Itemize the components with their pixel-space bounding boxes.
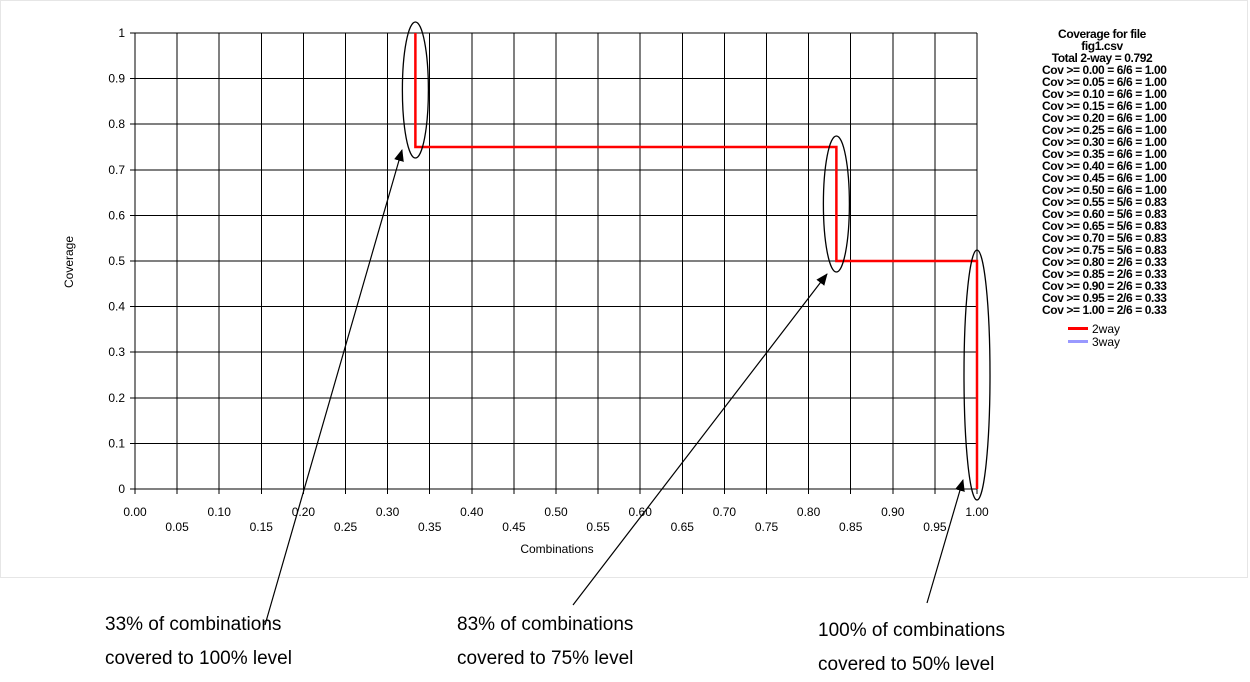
x-tick-label: 0.75 — [755, 520, 779, 534]
legend-line: Cov >= 0.85 = 2/6 = 0.33 — [1042, 267, 1167, 281]
legend-series: 2way 3way — [1042, 322, 1162, 348]
x-tick-label: 0.85 — [839, 520, 863, 534]
legend-line: Cov >= 0.45 = 6/6 = 1.00 — [1042, 171, 1167, 185]
x-tick-label: 0.35 — [418, 520, 442, 534]
legend-line: Cov >= 0.10 = 6/6 = 1.00 — [1042, 87, 1167, 101]
x-tick-label: 0.70 — [713, 505, 737, 519]
legend-item-3way: 3way — [1068, 335, 1162, 348]
highlight-ellipse — [963, 249, 991, 501]
chart-panel — [0, 0, 1248, 578]
y-tick-label: 0.9 — [108, 72, 125, 86]
legend-line: Cov >= 0.15 = 6/6 = 1.00 — [1042, 99, 1167, 113]
x-tick-label: 0.65 — [671, 520, 695, 534]
y-tick-label: 0.6 — [108, 208, 125, 222]
legend-line: Cov >= 0.35 = 6/6 = 1.00 — [1042, 147, 1167, 161]
x-tick-label: 0.55 — [586, 520, 610, 534]
x-tick-label: 0.20 — [292, 505, 316, 519]
legend-line: Cov >= 0.40 = 6/6 = 1.00 — [1042, 159, 1167, 173]
legend-line: Cov >= 0.20 = 6/6 = 1.00 — [1042, 111, 1167, 125]
x-axis-label: Combinations — [520, 542, 593, 556]
legend-line: Cov >= 0.25 = 6/6 = 1.00 — [1042, 123, 1167, 137]
legend-line: Cov >= 0.65 = 5/6 = 0.83 — [1042, 219, 1167, 233]
x-tick-label: 0.45 — [502, 520, 526, 534]
legend-line: Cov >= 0.55 = 5/6 = 0.83 — [1042, 195, 1167, 209]
callout-line: 33% of combinations — [105, 614, 282, 635]
x-tick-label: 0.60 — [629, 505, 653, 519]
x-tick-label: 0.40 — [460, 505, 484, 519]
callout-text: 100% of combinations covered to 50% level — [818, 614, 1005, 682]
y-tick-label: 0.3 — [108, 345, 125, 359]
x-tick-label: 1.00 — [965, 505, 989, 519]
legend-stats: Coverage for file fig1.csv Total 2-way = 0… — [1042, 27, 1167, 317]
legend-swatch — [1068, 340, 1088, 343]
callout-arrow — [264, 149, 404, 626]
y-tick-label: 0 — [118, 482, 125, 496]
legend-line: Cov >= 0.90 = 2/6 = 0.33 — [1042, 279, 1167, 293]
chart-legend: Coverage for file fig1.csv Total 2-way = 0… — [1042, 27, 1167, 348]
legend-line: Cov >= 0.75 = 5/6 = 0.83 — [1042, 243, 1167, 257]
legend-line: Cov >= 0.30 = 6/6 = 1.00 — [1042, 135, 1167, 149]
series-line-2way — [414, 33, 979, 489]
x-tick-label: 0.90 — [881, 505, 905, 519]
legend-label: 3way — [1092, 334, 1121, 349]
legend-swatch — [1068, 327, 1088, 330]
callout-text: 83% of combinations covered to 75% level — [457, 608, 633, 676]
x-tick-label: 0.00 — [123, 505, 147, 519]
x-tick-label: 0.10 — [208, 505, 232, 519]
legend-line: Cov >= 0.00 = 6/6 = 1.00 — [1042, 63, 1167, 77]
legend-line: Cov >= 0.60 = 5/6 = 0.83 — [1042, 207, 1167, 221]
legend-line: Cov >= 0.70 = 5/6 = 0.83 — [1042, 231, 1167, 245]
legend-item-2way: 2way — [1068, 322, 1162, 335]
highlight-ellipse — [822, 135, 851, 273]
legend-label: 2way — [1092, 321, 1121, 336]
legend-line: Total 2-way = 0.792 — [1051, 51, 1153, 65]
x-tick-label: 0.50 — [544, 505, 568, 519]
y-tick-label: 1 — [118, 26, 125, 40]
x-tick-label: 0.80 — [797, 505, 821, 519]
callout-line: covered to 75% level — [457, 648, 634, 669]
y-tick-label: 0.1 — [108, 436, 125, 450]
callout-line: covered to 50% level — [818, 654, 995, 675]
highlight-ellipse — [401, 21, 430, 159]
x-tick-label: 0.25 — [334, 520, 358, 534]
legend-line: fig1.csv — [1081, 39, 1123, 53]
callout-arrow — [572, 273, 828, 606]
legend-line: Cov >= 0.05 = 6/6 = 1.00 — [1042, 75, 1167, 89]
callout-arrow — [926, 479, 965, 604]
y-axis-label: Coverage — [62, 236, 76, 288]
y-tick-label: 0.2 — [108, 391, 125, 405]
legend-line: Cov >= 0.50 = 6/6 = 1.00 — [1042, 183, 1167, 197]
legend-line: Cov >= 0.95 = 2/6 = 0.33 — [1042, 291, 1167, 305]
x-tick-label: 0.05 — [165, 520, 189, 534]
y-tick-label: 0.5 — [108, 254, 125, 268]
legend-line: Cov >= 0.80 = 2/6 = 0.33 — [1042, 255, 1167, 269]
y-tick-label: 0.4 — [108, 300, 125, 314]
x-tick-label: 0.15 — [250, 520, 274, 534]
callout-line: 100% of combinations — [818, 620, 1005, 641]
legend-line: Coverage for file — [1058, 27, 1146, 41]
callout-text: 33% of combinations covered to 100% level — [105, 608, 292, 676]
callout-line: 83% of combinations — [457, 614, 634, 635]
callout-line: covered to 100% level — [105, 648, 292, 669]
x-tick-label: 0.30 — [376, 505, 400, 519]
x-tick-label: 0.95 — [923, 520, 947, 534]
y-tick-label: 0.7 — [108, 163, 125, 177]
y-tick-label: 0.8 — [108, 117, 125, 131]
legend-line: Cov >= 1.00 = 2/6 = 0.33 — [1042, 303, 1167, 317]
